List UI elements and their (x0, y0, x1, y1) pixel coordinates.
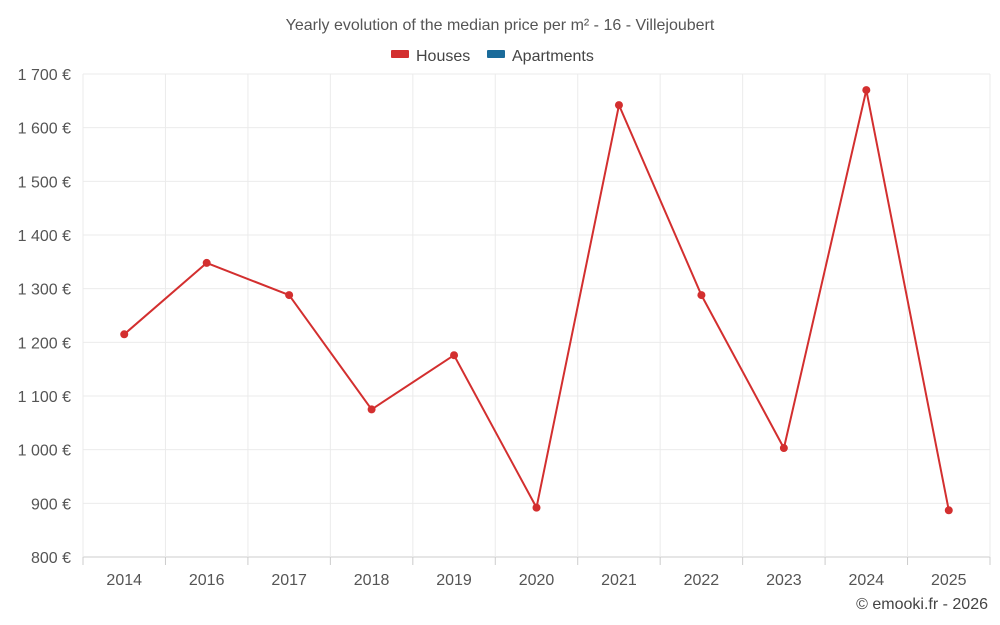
legend-item-houses[interactable]: Houses (391, 48, 470, 65)
grid (82, 73, 991, 558)
legend-label-houses: Houses (416, 48, 470, 65)
x-tick-label: 2017 (271, 572, 307, 589)
x-tick-label: 2023 (766, 572, 802, 589)
chart-title: Yearly evolution of the median price per… (286, 17, 715, 34)
x-tick-label: 2024 (849, 572, 885, 589)
x-tick-label: 2016 (189, 572, 225, 589)
x-axis: 2014 2016 2017 2018 2019 2020 2021 2022 2023 2024… (82, 557, 991, 589)
y-axis: 800 € 900 € 1 000 € 1 100 € 1 200 € 1 300 € 1 … (18, 67, 71, 567)
y-tick-label: 1 300 € (18, 282, 71, 299)
x-tick-label: 2020 (519, 572, 555, 589)
legend-swatch-apartments (487, 50, 505, 58)
data-point-houses-2017[interactable] (285, 291, 294, 300)
y-tick-label: 1 500 € (18, 174, 71, 191)
y-tick-label: 1 700 € (18, 67, 71, 84)
data-point-houses-2021[interactable] (614, 101, 623, 110)
data-point-houses-2023[interactable] (779, 444, 788, 453)
x-tick-label: 2022 (684, 572, 720, 589)
data-point-houses-2024[interactable] (862, 86, 871, 95)
data-point-houses-2014[interactable] (120, 330, 129, 339)
legend-item-apartments[interactable]: Apartments (487, 48, 594, 65)
y-tick-label: 1 200 € (18, 335, 71, 352)
y-tick-label: 1 600 € (18, 121, 71, 138)
x-tick-label: 2014 (106, 572, 142, 589)
data-point-houses-2025[interactable] (944, 506, 953, 515)
x-tick-label: 2025 (931, 572, 967, 589)
x-tick-label: 2019 (436, 572, 472, 589)
series-houses (120, 86, 953, 515)
y-tick-label: 1 400 € (18, 228, 71, 245)
x-tick-label: 2018 (354, 572, 390, 589)
y-tick-label: 900 € (31, 496, 71, 513)
y-tick-label: 800 € (31, 550, 71, 567)
legend-swatch-houses (391, 50, 409, 58)
legend: Houses Apartments (391, 48, 594, 65)
data-point-houses-2016[interactable] (202, 258, 211, 267)
data-point-houses-2019[interactable] (450, 351, 459, 360)
credit-text: © emooki.fr - 2026 (856, 596, 988, 613)
y-tick-label: 1 000 € (18, 443, 71, 460)
data-point-houses-2020[interactable] (532, 503, 541, 512)
data-point-houses-2022[interactable] (697, 291, 706, 300)
data-point-houses-2018[interactable] (367, 405, 376, 414)
x-tick-label: 2021 (601, 572, 637, 589)
y-tick-label: 1 100 € (18, 389, 71, 406)
legend-label-apartments: Apartments (512, 48, 594, 65)
